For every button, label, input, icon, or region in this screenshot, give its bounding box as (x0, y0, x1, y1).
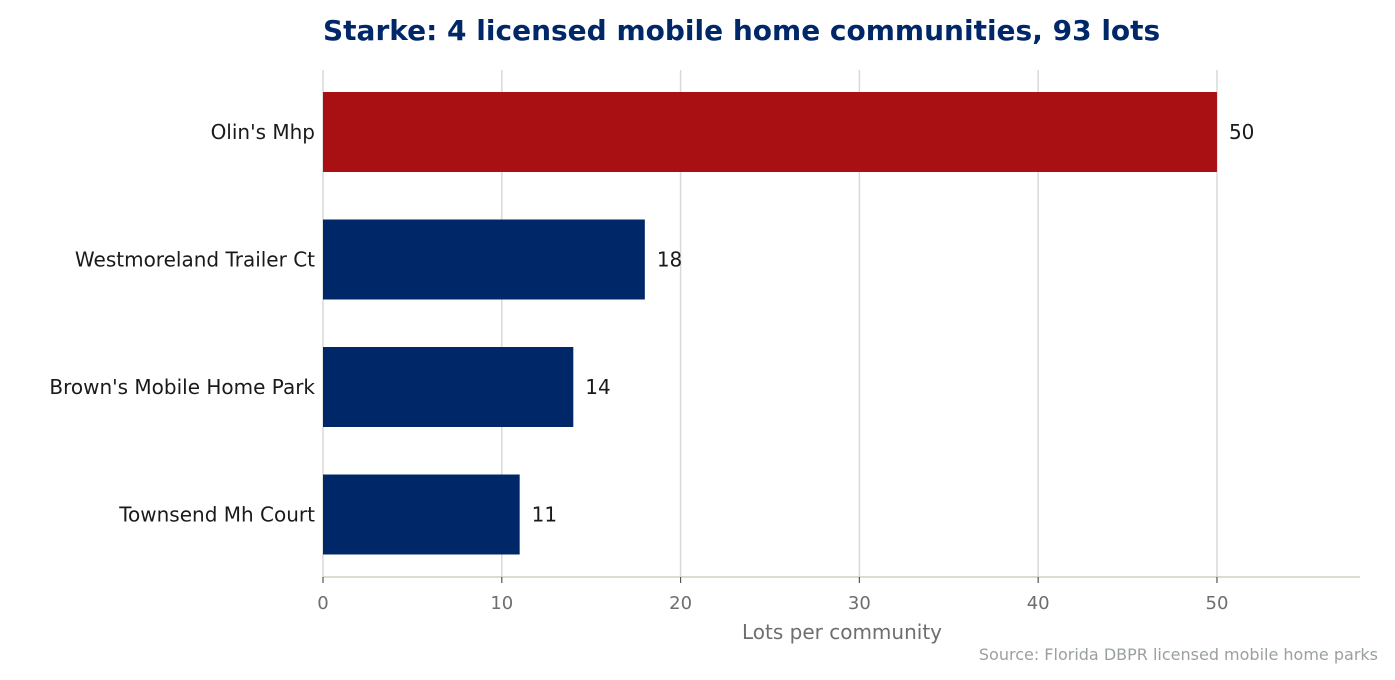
x-tick-label: 30 (848, 593, 871, 614)
chart-title: Starke: 4 licensed mobile home communiti… (323, 14, 1160, 47)
bar (323, 474, 520, 555)
value-label: 11 (532, 503, 557, 527)
source-note: Source: Florida DBPR licensed mobile hom… (979, 645, 1378, 664)
category-label: Westmoreland Trailer Ct (75, 248, 315, 272)
x-axis-ticks: 0 10 20 30 40 50 (317, 577, 1228, 614)
x-tick-label: 20 (669, 593, 692, 614)
bar-labels: Olin's Mhp 50 Westmoreland Trailer Ct 18 Bro… (49, 120, 1254, 527)
category-label: Olin's Mhp (211, 120, 315, 144)
x-tick-label: 0 (317, 593, 328, 614)
category-label: Brown's Mobile Home Park (49, 375, 315, 399)
bar (323, 347, 574, 427)
bar (323, 219, 645, 300)
x-tick-label: 50 (1206, 593, 1229, 614)
value-label: 14 (585, 375, 610, 399)
bar (323, 92, 1217, 172)
value-label: 50 (1229, 120, 1254, 144)
x-axis-label: Lots per community (742, 620, 942, 644)
value-label: 18 (657, 248, 682, 272)
bars (323, 92, 1217, 555)
category-label: Townsend Mh Court (118, 503, 315, 527)
x-tick-label: 40 (1027, 593, 1050, 614)
x-tick-label: 10 (490, 593, 513, 614)
